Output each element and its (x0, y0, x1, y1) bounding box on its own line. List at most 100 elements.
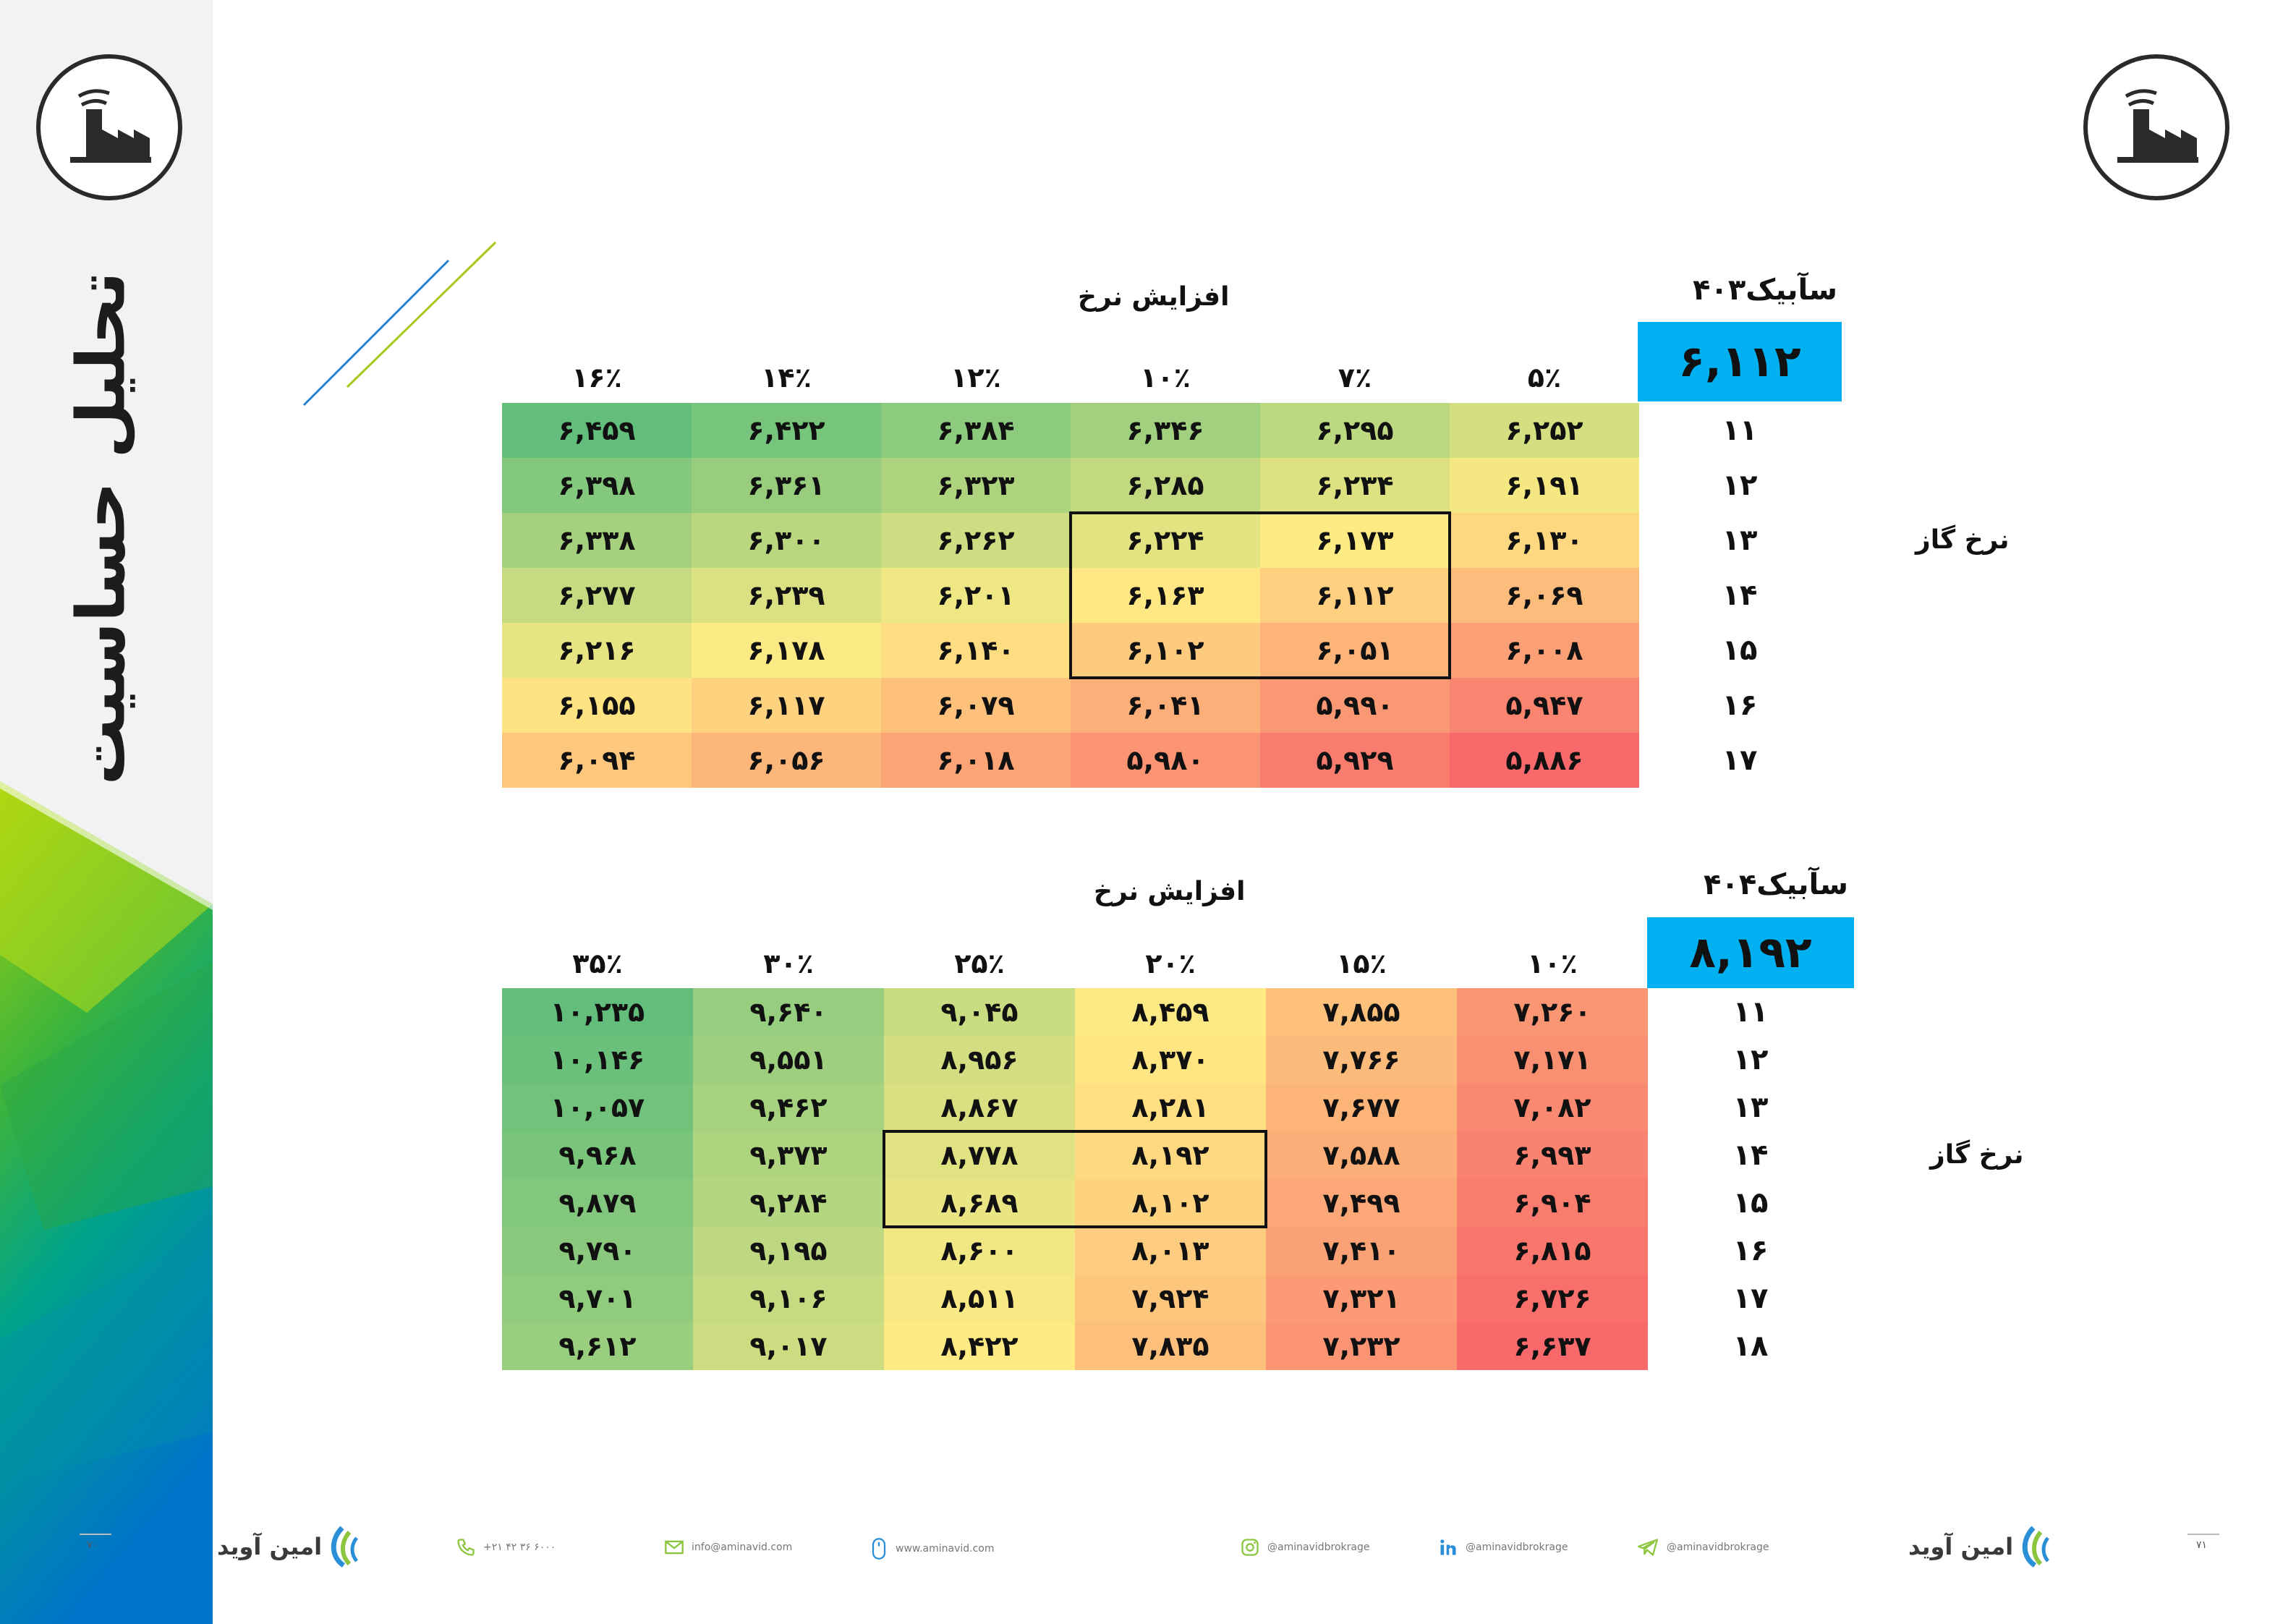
table2-cell: ۷,۱۷۱ (1457, 1036, 1648, 1084)
table1-cell: ۶,۳۲۳ (881, 458, 1071, 513)
table1-cell: ۶,۰۶۹ (1450, 568, 1639, 623)
table2-col-header-0: ۳۵٪ (572, 948, 623, 979)
table2-cell: ۷,۰۸۲ (1457, 1084, 1648, 1131)
footer-linkedin[interactable]: @aminavidbrokrage (1438, 1537, 1568, 1557)
table2-cell: ۷,۹۲۴ (1075, 1275, 1266, 1322)
table1-title: سآبیک۴۰۳ (1693, 273, 1837, 307)
table1-cell: ۶,۱۰۲ (1071, 623, 1260, 678)
table2-title: سآبیک۴۰۴ (1704, 868, 1848, 901)
table1-cell: ۶,۲۸۵ (1071, 458, 1260, 513)
table2-cell: ۹,۸۷۹ (502, 1179, 693, 1227)
table2-cell: ۸,۱۹۲ (1075, 1131, 1266, 1179)
table1-cell: ۶,۱۷۸ (692, 623, 881, 678)
footer-telegram[interactable]: @aminavidbrokrage (1636, 1537, 1769, 1557)
page-number-left: ۷۰ (87, 1539, 98, 1551)
table1-row-label-2: ۱۳ (1722, 524, 1758, 557)
table2-cell: ۹,۶۱۲ (502, 1322, 693, 1370)
footer-email[interactable]: info@aminavid.com (664, 1537, 792, 1557)
table2-cell: ۷,۷۶۶ (1266, 1036, 1457, 1084)
table2-row-label-7: ۱۸ (1732, 1330, 1769, 1363)
table1-cell: ۶,۱۱۲ (1260, 568, 1450, 623)
table1-cell: ۶,۴۵۹ (502, 403, 692, 458)
table2-row-label-6: ۱۷ (1732, 1282, 1769, 1315)
table2-cell: ۹,۲۸۴ (693, 1179, 884, 1227)
table2-row-label-3: ۱۴ (1732, 1139, 1769, 1172)
table2-cell: ۸,۱۰۲ (1075, 1179, 1266, 1227)
table2-cell: ۹,۱۹۵ (693, 1227, 884, 1275)
table2-cell: ۱۰,۲۳۵ (502, 988, 693, 1036)
table2-cell: ۷,۵۸۸ (1266, 1131, 1457, 1179)
table2-cell: ۹,۹۶۸ (502, 1131, 693, 1179)
table1-cell: ۶,۲۳۴ (1260, 458, 1450, 513)
table2-cell: ۱۰,۱۴۶ (502, 1036, 693, 1084)
footer-instagram[interactable]: @aminavidbrokrage (1240, 1537, 1369, 1557)
table2-cell: ۹,۳۷۳ (693, 1131, 884, 1179)
table2-cell: ۶,۶۳۷ (1457, 1322, 1648, 1370)
table1-col-header-4: ۷٪ (1338, 362, 1372, 394)
table2-cell: ۹,۶۴۰ (693, 988, 884, 1036)
table2-cell: ۹,۰۱۷ (693, 1322, 884, 1370)
table1-col-header-2: ۱۲٪ (951, 362, 1001, 394)
page-number-rule-right (2187, 1534, 2219, 1535)
footer-phone[interactable]: +۲۱ ۴۲ ۳۶ ۶۰۰۰ (456, 1537, 556, 1557)
table1-cell: ۶,۰۹۴ (502, 733, 692, 788)
table1-cell: ۶,۱۶۳ (1071, 568, 1260, 623)
table1-cell: ۶,۱۳۰ (1450, 513, 1639, 568)
brand-left: امین آوید (217, 1525, 362, 1568)
table2-cell: ۸,۸۶۷ (884, 1084, 1075, 1131)
table1-cell: ۵,۹۹۰ (1260, 678, 1450, 733)
table1-col-header-5: ۵٪ (1527, 362, 1562, 394)
table2-cell: ۹,۱۰۶ (693, 1275, 884, 1322)
table1-cell: ۶,۲۱۶ (502, 623, 692, 678)
table1-col-header-1: ۱۴٪ (761, 362, 812, 394)
table1-cell: ۶,۰۰۸ (1450, 623, 1639, 678)
table2-cell: ۸,۷۷۸ (884, 1131, 1075, 1179)
table1-row-header: نرخ گاز (1916, 525, 2010, 555)
phone-icon (457, 1539, 475, 1556)
table1-cell: ۶,۲۷۷ (502, 568, 692, 623)
table1-col-header-0: ۱۶٪ (571, 362, 622, 394)
table2-cell: ۶,۹۹۳ (1457, 1131, 1648, 1179)
table2-cell: ۹,۷۹۰ (502, 1227, 693, 1275)
brand-logo-icon (331, 1526, 359, 1568)
table2-cell: ۷,۲۳۲ (1266, 1322, 1457, 1370)
table1-cell: ۶,۲۰۱ (881, 568, 1071, 623)
table1-cell: ۶,۲۹۵ (1260, 403, 1450, 458)
table2-cell: ۹,۴۶۲ (693, 1084, 884, 1131)
table2-cell: ۸,۴۵۹ (1075, 988, 1266, 1036)
page-number-rule (80, 1534, 111, 1535)
table1-col-header: افزایش نرخ (1078, 282, 1230, 312)
table2-col-header: افزایش نرخ (1094, 877, 1246, 906)
table2-cell: ۷,۳۲۱ (1266, 1275, 1457, 1322)
table1-row-label-3: ۱۴ (1722, 579, 1758, 612)
table1-cell: ۶,۱۹۱ (1450, 458, 1639, 513)
email-icon (665, 1540, 684, 1555)
table2-cell: ۷,۸۵۵ (1266, 988, 1457, 1036)
mouse-icon (872, 1538, 886, 1560)
table2-base-value: ۸,۱۹۲ (1647, 917, 1854, 988)
table1-row-label-5: ۱۶ (1722, 689, 1758, 722)
table2-cell: ۶,۹۰۴ (1457, 1179, 1648, 1227)
table2-cell: ۷,۶۷۷ (1266, 1084, 1457, 1131)
table2-cell: ۸,۶۰۰ (884, 1227, 1075, 1275)
footer-website-text: www.aminavid.com (896, 1543, 995, 1555)
table1-cell: ۶,۳۴۶ (1071, 403, 1260, 458)
instagram-icon (1241, 1539, 1259, 1556)
footer-linkedin-text: @aminavidbrokrage (1466, 1542, 1568, 1553)
brand-name-left: امین آوید (217, 1533, 323, 1560)
table2-col-header-4: ۱۵٪ (1336, 948, 1387, 979)
table1-cell: ۶,۲۶۲ (881, 513, 1071, 568)
table1-cell: ۵,۹۲۹ (1260, 733, 1450, 788)
factory-logo-icon (36, 54, 182, 200)
table1-row-label-6: ۱۷ (1722, 744, 1758, 777)
table1-cell: ۶,۲۳۹ (692, 568, 881, 623)
table1-cell: ۶,۱۷۳ (1260, 513, 1450, 568)
table2-cell: ۶,۷۲۶ (1457, 1275, 1648, 1322)
table1-cell: ۶,۱۵۵ (502, 678, 692, 733)
table1-row-label-1: ۱۲ (1722, 469, 1758, 502)
table2-cell: ۸,۳۷۰ (1075, 1036, 1266, 1084)
footer-website[interactable]: www.aminavid.com (869, 1537, 995, 1560)
table2-cell: ۸,۹۵۶ (884, 1036, 1075, 1084)
table1-cell: ۶,۰۵۶ (692, 733, 881, 788)
table2-cell: ۸,۲۸۱ (1075, 1084, 1266, 1131)
